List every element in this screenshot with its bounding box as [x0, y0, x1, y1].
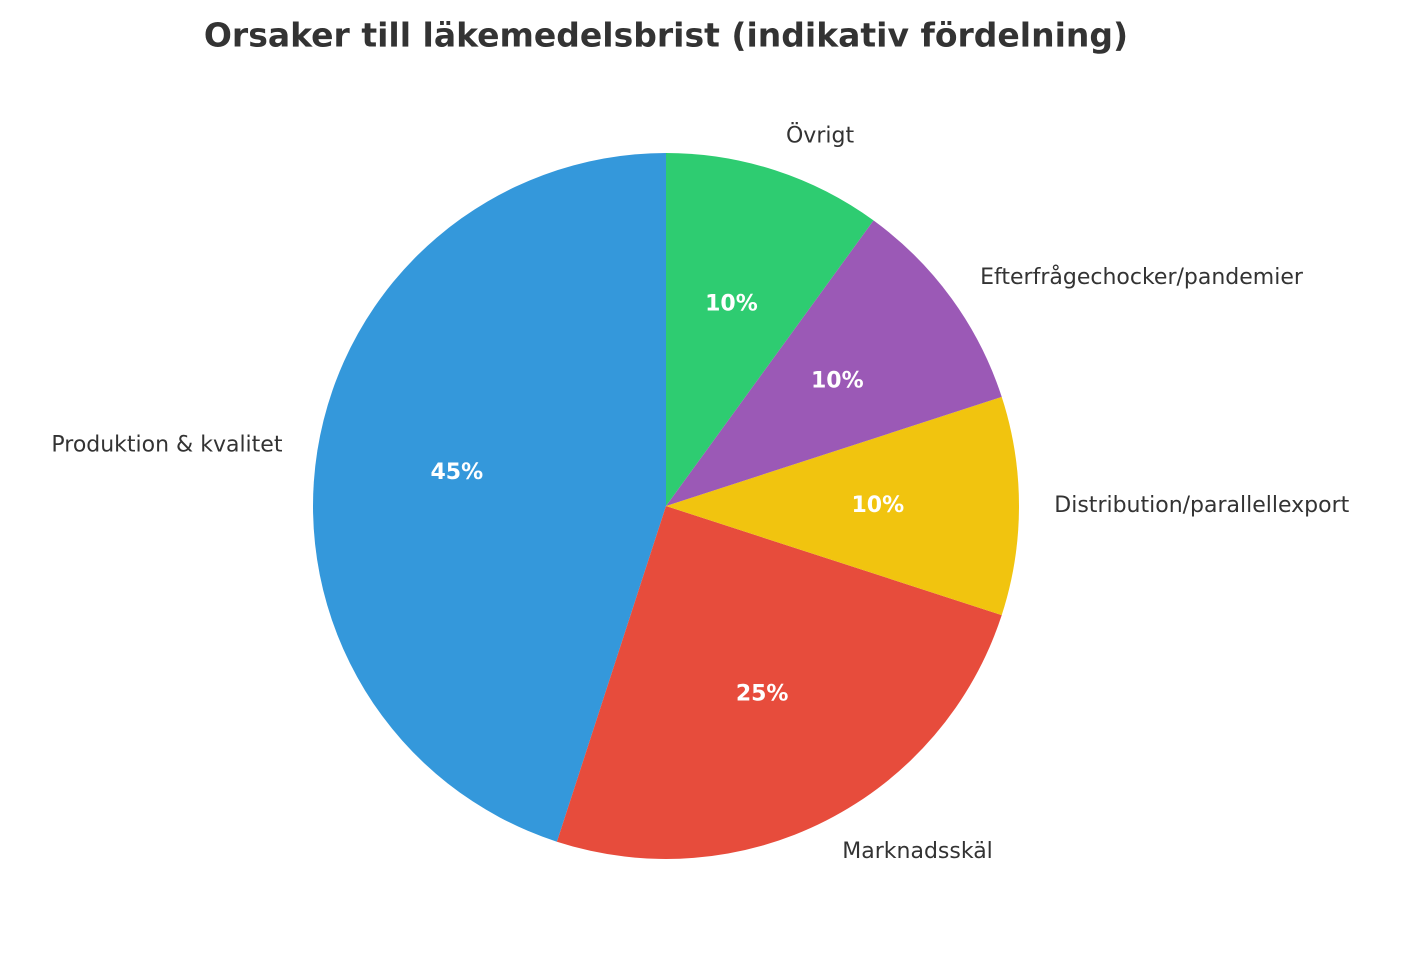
chart-title: Orsaker till läkemedelsbrist (indikativ … — [204, 16, 1128, 55]
slice-label: Marknadsskäl — [842, 839, 993, 864]
slice-label: Produktion & kvalitet — [51, 432, 282, 457]
pie-slice — [666, 220, 1002, 507]
slice-label: Efterfrågechocker/pandemier — [980, 264, 1304, 290]
value-label: 10% — [851, 493, 904, 518]
slice-label: Distribution/parallellexport — [1054, 493, 1349, 518]
pie-slice — [313, 153, 666, 842]
value-label: 25% — [736, 682, 789, 707]
pie-slice — [666, 396, 1019, 616]
value-label: 10% — [811, 369, 864, 394]
pie-slice — [666, 153, 874, 506]
value-label: 10% — [705, 292, 758, 317]
pie-slice — [556, 506, 1002, 859]
slice-label: Övrigt — [786, 123, 854, 149]
value-label: 45% — [430, 460, 483, 485]
